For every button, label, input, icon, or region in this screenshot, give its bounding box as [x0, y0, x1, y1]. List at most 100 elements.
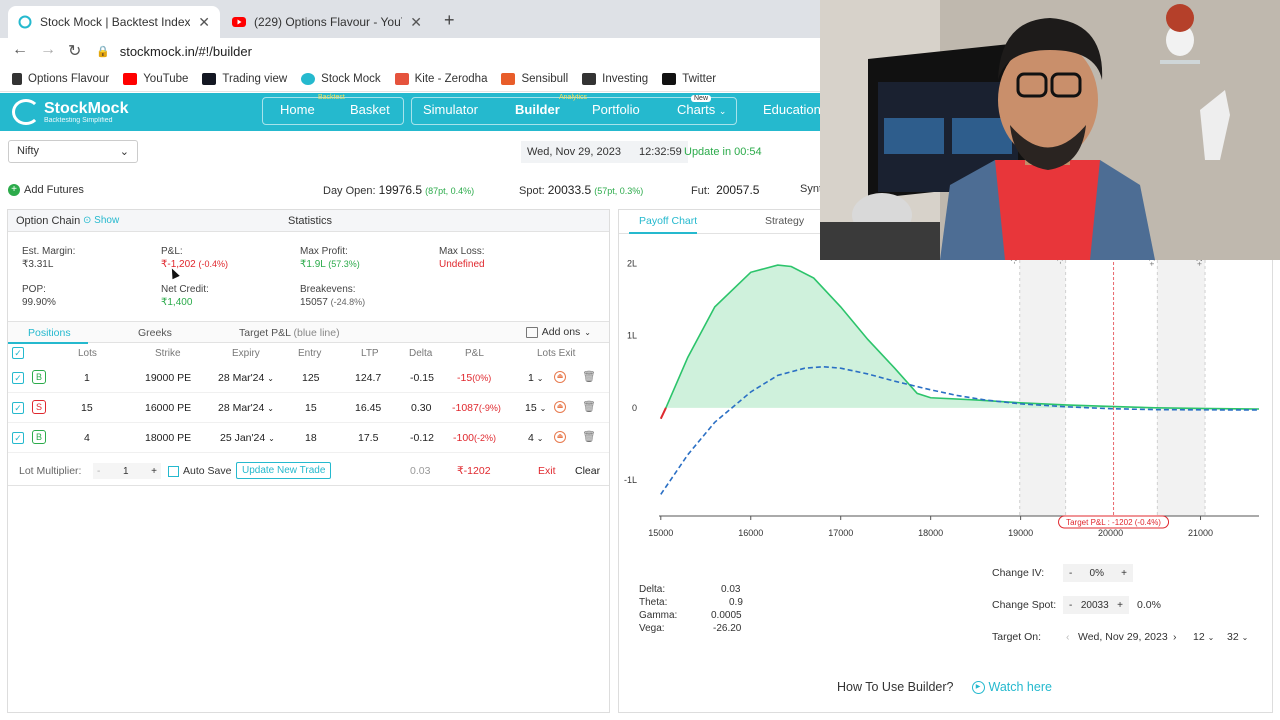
- add-ons-dropdown[interactable]: Add ons ⌄: [525, 326, 591, 338]
- investing-icon: [582, 72, 597, 85]
- chevron-down-icon: ⌄: [536, 434, 544, 443]
- bookmark-youtube[interactable]: YouTube: [123, 72, 188, 85]
- spot-input[interactable]: 20033: [1080, 599, 1109, 611]
- clear-button[interactable]: Clear: [575, 465, 601, 477]
- nav-simulator[interactable]: Simulator: [423, 102, 478, 117]
- stat-pop: POP: 99.90%: [22, 284, 56, 308]
- max-loss-value: Undefined: [439, 259, 485, 270]
- change-spot-stepper[interactable]: - 20033 +: [1063, 596, 1129, 614]
- iv-value[interactable]: 0%: [1089, 567, 1104, 579]
- exit-all-button[interactable]: Exit: [538, 465, 556, 477]
- new-tab-icon[interactable]: +: [444, 10, 455, 30]
- decrement-button[interactable]: -: [1069, 599, 1073, 611]
- bookmark-sensibull[interactable]: Sensibull: [501, 72, 568, 85]
- position-expiry[interactable]: 25 Jan'24 ⌄: [220, 432, 275, 444]
- exit-position-icon[interactable]: ⏏: [554, 401, 566, 413]
- bookmark-stockmock[interactable]: Stock Mock: [301, 72, 381, 85]
- max-profit-value: ₹1.9L: [300, 259, 326, 270]
- payoff-chart[interactable]: -2σ-1σ+1σ+2σ2L1L0-1L15000160001700018000…: [619, 234, 1272, 564]
- horse-statue: [1200, 90, 1230, 160]
- add-futures-button[interactable]: + Add Futures: [8, 184, 84, 196]
- chevron-down-icon: ⌄: [267, 404, 274, 413]
- expiry-payoff-line: [660, 264, 1260, 420]
- stat-breakevens: Breakevens: 15057 (-24.8%): [300, 284, 366, 308]
- exit-lots-select[interactable]: 4 ⌄: [528, 432, 544, 444]
- exit-lots-select[interactable]: 1 ⌄: [528, 372, 544, 384]
- gamma-label: Gamma:: [639, 610, 678, 621]
- position-lots: 15: [81, 402, 93, 414]
- increment-button[interactable]: +: [151, 465, 157, 477]
- next-date-icon[interactable]: ›: [1173, 631, 1177, 643]
- target-pnl-label-box: [1058, 515, 1170, 529]
- current-time: 12:32:59: [638, 146, 682, 158]
- update-new-trade-button[interactable]: Update New Trade: [236, 462, 332, 479]
- position-ltp: 124.7: [355, 372, 382, 384]
- tab-positions[interactable]: Positions: [28, 327, 71, 339]
- position-checkbox[interactable]: ✓: [12, 402, 24, 414]
- chevron-down-icon: ⌄: [536, 374, 544, 383]
- increment-button[interactable]: +: [1121, 567, 1127, 579]
- position-expiry[interactable]: 28 Mar'24 ⌄: [218, 402, 274, 414]
- trash-icon[interactable]: 🗑: [582, 401, 596, 413]
- tab-target-pnl[interactable]: Target P&L (blue line): [239, 327, 340, 339]
- lock-icon: 🔒: [96, 45, 110, 58]
- position-checkbox[interactable]: ✓: [12, 432, 24, 444]
- exit-position-icon[interactable]: ⏏: [554, 431, 566, 443]
- nav-home[interactable]: Home: [280, 102, 315, 117]
- auto-save-checkbox[interactable]: Auto Save: [168, 465, 231, 477]
- bookmark-options-flavour[interactable]: Options Flavour: [12, 72, 109, 85]
- breakevens-pct: (-24.8%): [330, 297, 366, 307]
- buy-badge[interactable]: B: [32, 430, 46, 444]
- bookmark-kite-zerodha[interactable]: Kite - Zerodha: [394, 72, 487, 85]
- bookmark-investing[interactable]: Investing: [582, 72, 648, 85]
- sell-badge[interactable]: S: [32, 400, 46, 414]
- increment-button[interactable]: +: [1117, 599, 1123, 611]
- lot-multiplier-value[interactable]: 1: [122, 465, 129, 477]
- x-twitter-icon: [662, 72, 677, 85]
- nav-charts-label: Charts: [677, 102, 716, 117]
- nav-charts[interactable]: Charts ⌄: [677, 102, 726, 117]
- url-field[interactable]: 🔒 stockmock.in/#!/builder: [96, 38, 252, 64]
- nav-education[interactable]: Education: [763, 102, 821, 117]
- position-ltp: 16.45: [355, 402, 382, 414]
- position-delta: -0.15: [410, 372, 434, 384]
- change-iv-stepper[interactable]: - 0% +: [1063, 564, 1133, 582]
- close-tab-icon[interactable]: ✕: [410, 13, 422, 30]
- symbol-select[interactable]: Nifty ⌄: [8, 140, 138, 163]
- update-countdown: Update in 00:54: [684, 146, 762, 158]
- position-checkbox[interactable]: ✓: [12, 372, 24, 384]
- buy-badge[interactable]: B: [32, 370, 46, 384]
- target-hour-select[interactable]: 12 ⌄: [1193, 631, 1215, 643]
- target-date[interactable]: Wed, Nov 29, 2023: [1078, 631, 1168, 643]
- tab-payoff-chart[interactable]: Payoff Chart: [639, 215, 698, 227]
- tab-strategy[interactable]: Strategy: [765, 215, 805, 227]
- nav-portfolio[interactable]: Portfolio: [592, 102, 640, 117]
- decrement-button[interactable]: -: [97, 465, 101, 477]
- browser-tab-title: Stock Mock | Backtest Index St: [40, 15, 191, 29]
- nav-builder[interactable]: Builder: [515, 102, 560, 117]
- select-all-checkbox[interactable]: ✓: [12, 347, 24, 359]
- delta-value: 0.03: [721, 584, 741, 595]
- lot-multiplier-stepper[interactable]: - 1 +: [93, 463, 161, 479]
- browser-tab-youtube[interactable]: (229) Options Flavour - YouTu ✕: [222, 6, 432, 38]
- previous-date-icon[interactable]: ‹: [1066, 631, 1070, 643]
- stockmock-logo[interactable]: StockMock Backtesting Simplified: [12, 99, 128, 125]
- reload-icon[interactable]: ↻: [68, 43, 82, 60]
- tab-greeks[interactable]: Greeks: [138, 327, 172, 339]
- trash-icon[interactable]: 🗑: [582, 431, 596, 443]
- option-chain-show-toggle[interactable]: ⊙ Show: [83, 215, 120, 226]
- trash-icon[interactable]: 🗑: [582, 371, 596, 383]
- exit-lots-select[interactable]: 15 ⌄: [525, 402, 547, 414]
- position-expiry[interactable]: 28 Mar'24 ⌄: [218, 372, 274, 384]
- nav-basket[interactable]: Basket: [350, 102, 390, 117]
- browser-tab-stockmock[interactable]: Stock Mock | Backtest Index St ✕: [8, 6, 220, 38]
- decrement-button[interactable]: -: [1069, 567, 1073, 579]
- exit-position-icon[interactable]: ⏏: [554, 371, 566, 383]
- target-minute-select[interactable]: 32 ⌄: [1227, 631, 1249, 643]
- back-arrow-icon[interactable]: ←: [12, 41, 28, 58]
- close-tab-icon[interactable]: ✕: [198, 13, 210, 30]
- bookmark-tradingview[interactable]: Trading view: [202, 72, 287, 85]
- forward-arrow-icon[interactable]: →: [40, 41, 56, 58]
- watch-here-link[interactable]: ▶ Watch here: [971, 680, 1052, 694]
- bookmark-twitter[interactable]: Twitter: [662, 72, 716, 85]
